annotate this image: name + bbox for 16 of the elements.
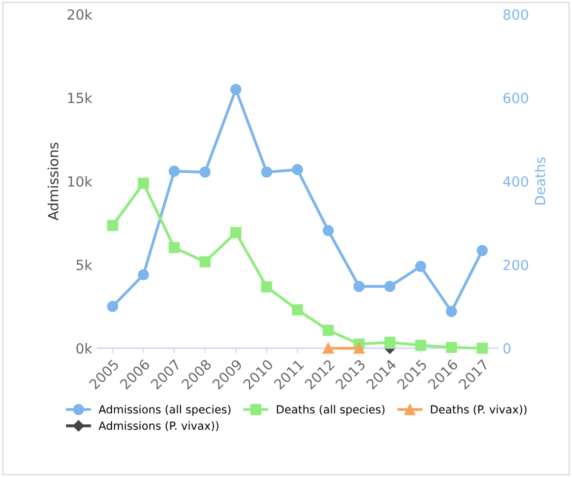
y2-tick-label: 800 [503,9,528,20]
legend-label: Admissions (P. vivax)) [98,421,218,432]
y2-tick-label: 200 [504,260,528,270]
legend-label: Deaths (P. vivax)) [430,404,527,415]
y-tick-label: 0k [76,342,92,354]
y-axis-title: Admissions [48,142,58,220]
y2-tick-label: 600 [503,92,528,104]
legend-label: Deaths (all species) [276,404,384,416]
y-tick-label: 15k [68,92,92,104]
y2-tick-label: 0 [503,343,510,354]
legend-label: Admissions (all species) [98,404,230,416]
y-tick-label: 5k [76,259,92,270]
y2-axis-title: Deaths [534,157,546,205]
y2-tick-label: 400 [503,176,528,187]
y-tick-label: 10k [68,176,92,187]
y-tick-label: 20k [68,9,92,20]
